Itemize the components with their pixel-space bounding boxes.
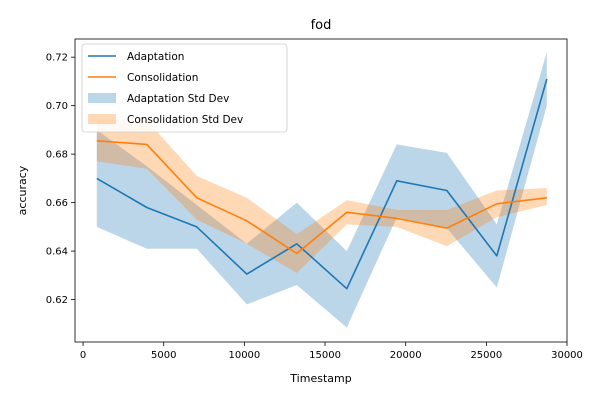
- std-dev-bands: [96, 52, 547, 328]
- legend: Adaptation Consolidation Adaptation Std De…: [81, 43, 288, 133]
- series-lines: [96, 78, 548, 290]
- std-dev-band-adaptation: [96, 52, 547, 328]
- chart-title: fod: [311, 18, 332, 33]
- legend-box: [81, 43, 288, 133]
- x-tick-label: 10000: [228, 350, 260, 361]
- legend-label: Consolidation: [127, 72, 198, 84]
- y-tick-label: 0.64: [46, 247, 68, 258]
- x-tick-label: 15000: [309, 350, 341, 361]
- y-axis-ticks: 0.62 0.64 0.66 0.68 0.70 0.72: [46, 53, 75, 306]
- legend-band-swatch: [88, 114, 116, 124]
- legend-band-swatch: [88, 93, 116, 103]
- plot-frame: [74, 38, 568, 343]
- legend-label: Consolidation Std Dev: [127, 114, 243, 126]
- y-tick-label: 0.68: [46, 150, 68, 161]
- series-line-adaptation: [96, 78, 548, 290]
- x-tick-label: 20000: [390, 350, 422, 361]
- series-line-consolidation: [96, 140, 547, 255]
- x-tick-label: 30000: [551, 350, 583, 361]
- x-tick-label: 5000: [151, 350, 176, 361]
- x-axis-ticks: 0 5000 10000 15000 20000 25000 30000: [80, 342, 583, 361]
- std-dev-band-consolidation: [96, 120, 547, 273]
- y-tick-label: 0.72: [46, 53, 68, 64]
- x-axis-label: Timestamp: [289, 372, 351, 385]
- legend-label: Adaptation: [127, 51, 184, 63]
- y-axis-label: accuracy: [16, 165, 29, 215]
- x-tick-label: 25000: [470, 350, 502, 361]
- legend-label: Adaptation Std Dev: [127, 93, 229, 105]
- y-tick-label: 0.62: [46, 295, 68, 306]
- y-tick-label: 0.70: [46, 101, 68, 112]
- y-tick-label: 0.66: [46, 198, 68, 209]
- x-tick-label: 0: [80, 350, 86, 361]
